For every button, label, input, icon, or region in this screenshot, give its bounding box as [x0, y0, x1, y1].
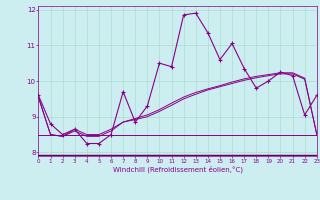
X-axis label: Windchill (Refroidissement éolien,°C): Windchill (Refroidissement éolien,°C)	[113, 165, 243, 173]
